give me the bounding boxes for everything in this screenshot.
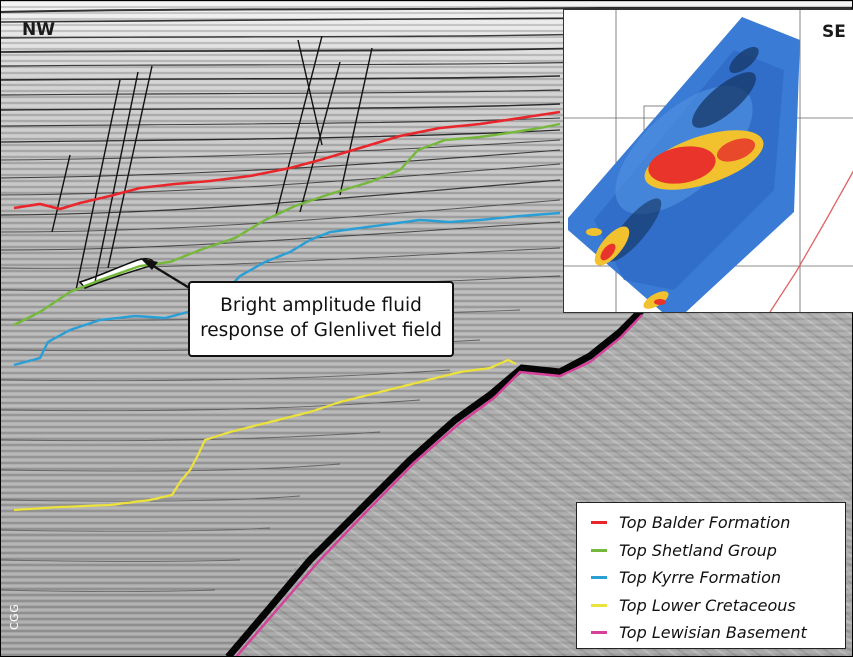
callout-line-1: Bright amplitude fluid (220, 295, 422, 317)
callout-line-2: response of Glenlivet field (200, 320, 442, 341)
legend-item: Top Lower Cretaceous (591, 592, 835, 620)
legend-label: Top Kyrre Formation (619, 568, 782, 588)
horizon-top-shetland (13, 122, 561, 327)
legend-swatch (591, 521, 607, 525)
horizon-top-lewisian (235, 314, 643, 657)
legend-label: Top Balder Formation (619, 513, 791, 533)
se-direction-label: SE (822, 22, 846, 42)
fault-lines (51, 35, 373, 291)
horizon-top-kyrre (13, 211, 561, 367)
legend-swatch (591, 631, 607, 635)
legend-swatch (591, 603, 607, 607)
legend-label: Top Shetland Group (619, 540, 777, 560)
legend-item: Top Lewisian Basement (591, 619, 835, 647)
horizon-top-balder (13, 110, 561, 211)
legend-item: Top Kyrre Formation (591, 564, 835, 592)
callout-box: Bright amplitude fluid response of Glenl… (188, 281, 454, 357)
inset-map: SE (563, 9, 853, 313)
inset-boundary-line (769, 170, 853, 312)
legend-item: Top Shetland Group (591, 537, 835, 565)
legend-item: Top Balder Formation (591, 509, 835, 537)
legend-swatch (591, 576, 607, 580)
legend-label: Top Lower Cretaceous (619, 595, 796, 615)
amplitude-map (568, 17, 800, 312)
inset-map-graphic (564, 10, 853, 312)
legend-label: Top Lewisian Basement (619, 623, 807, 643)
basement-reflector (225, 307, 645, 657)
horizon-top-lower-cretaceous (13, 358, 517, 512)
horizon-legend: Top Balder Formation Top Shetland Group To… (576, 502, 846, 649)
nw-direction-label: NW (22, 20, 55, 40)
cgg-watermark: CGG (8, 603, 21, 630)
legend-swatch (591, 548, 607, 552)
